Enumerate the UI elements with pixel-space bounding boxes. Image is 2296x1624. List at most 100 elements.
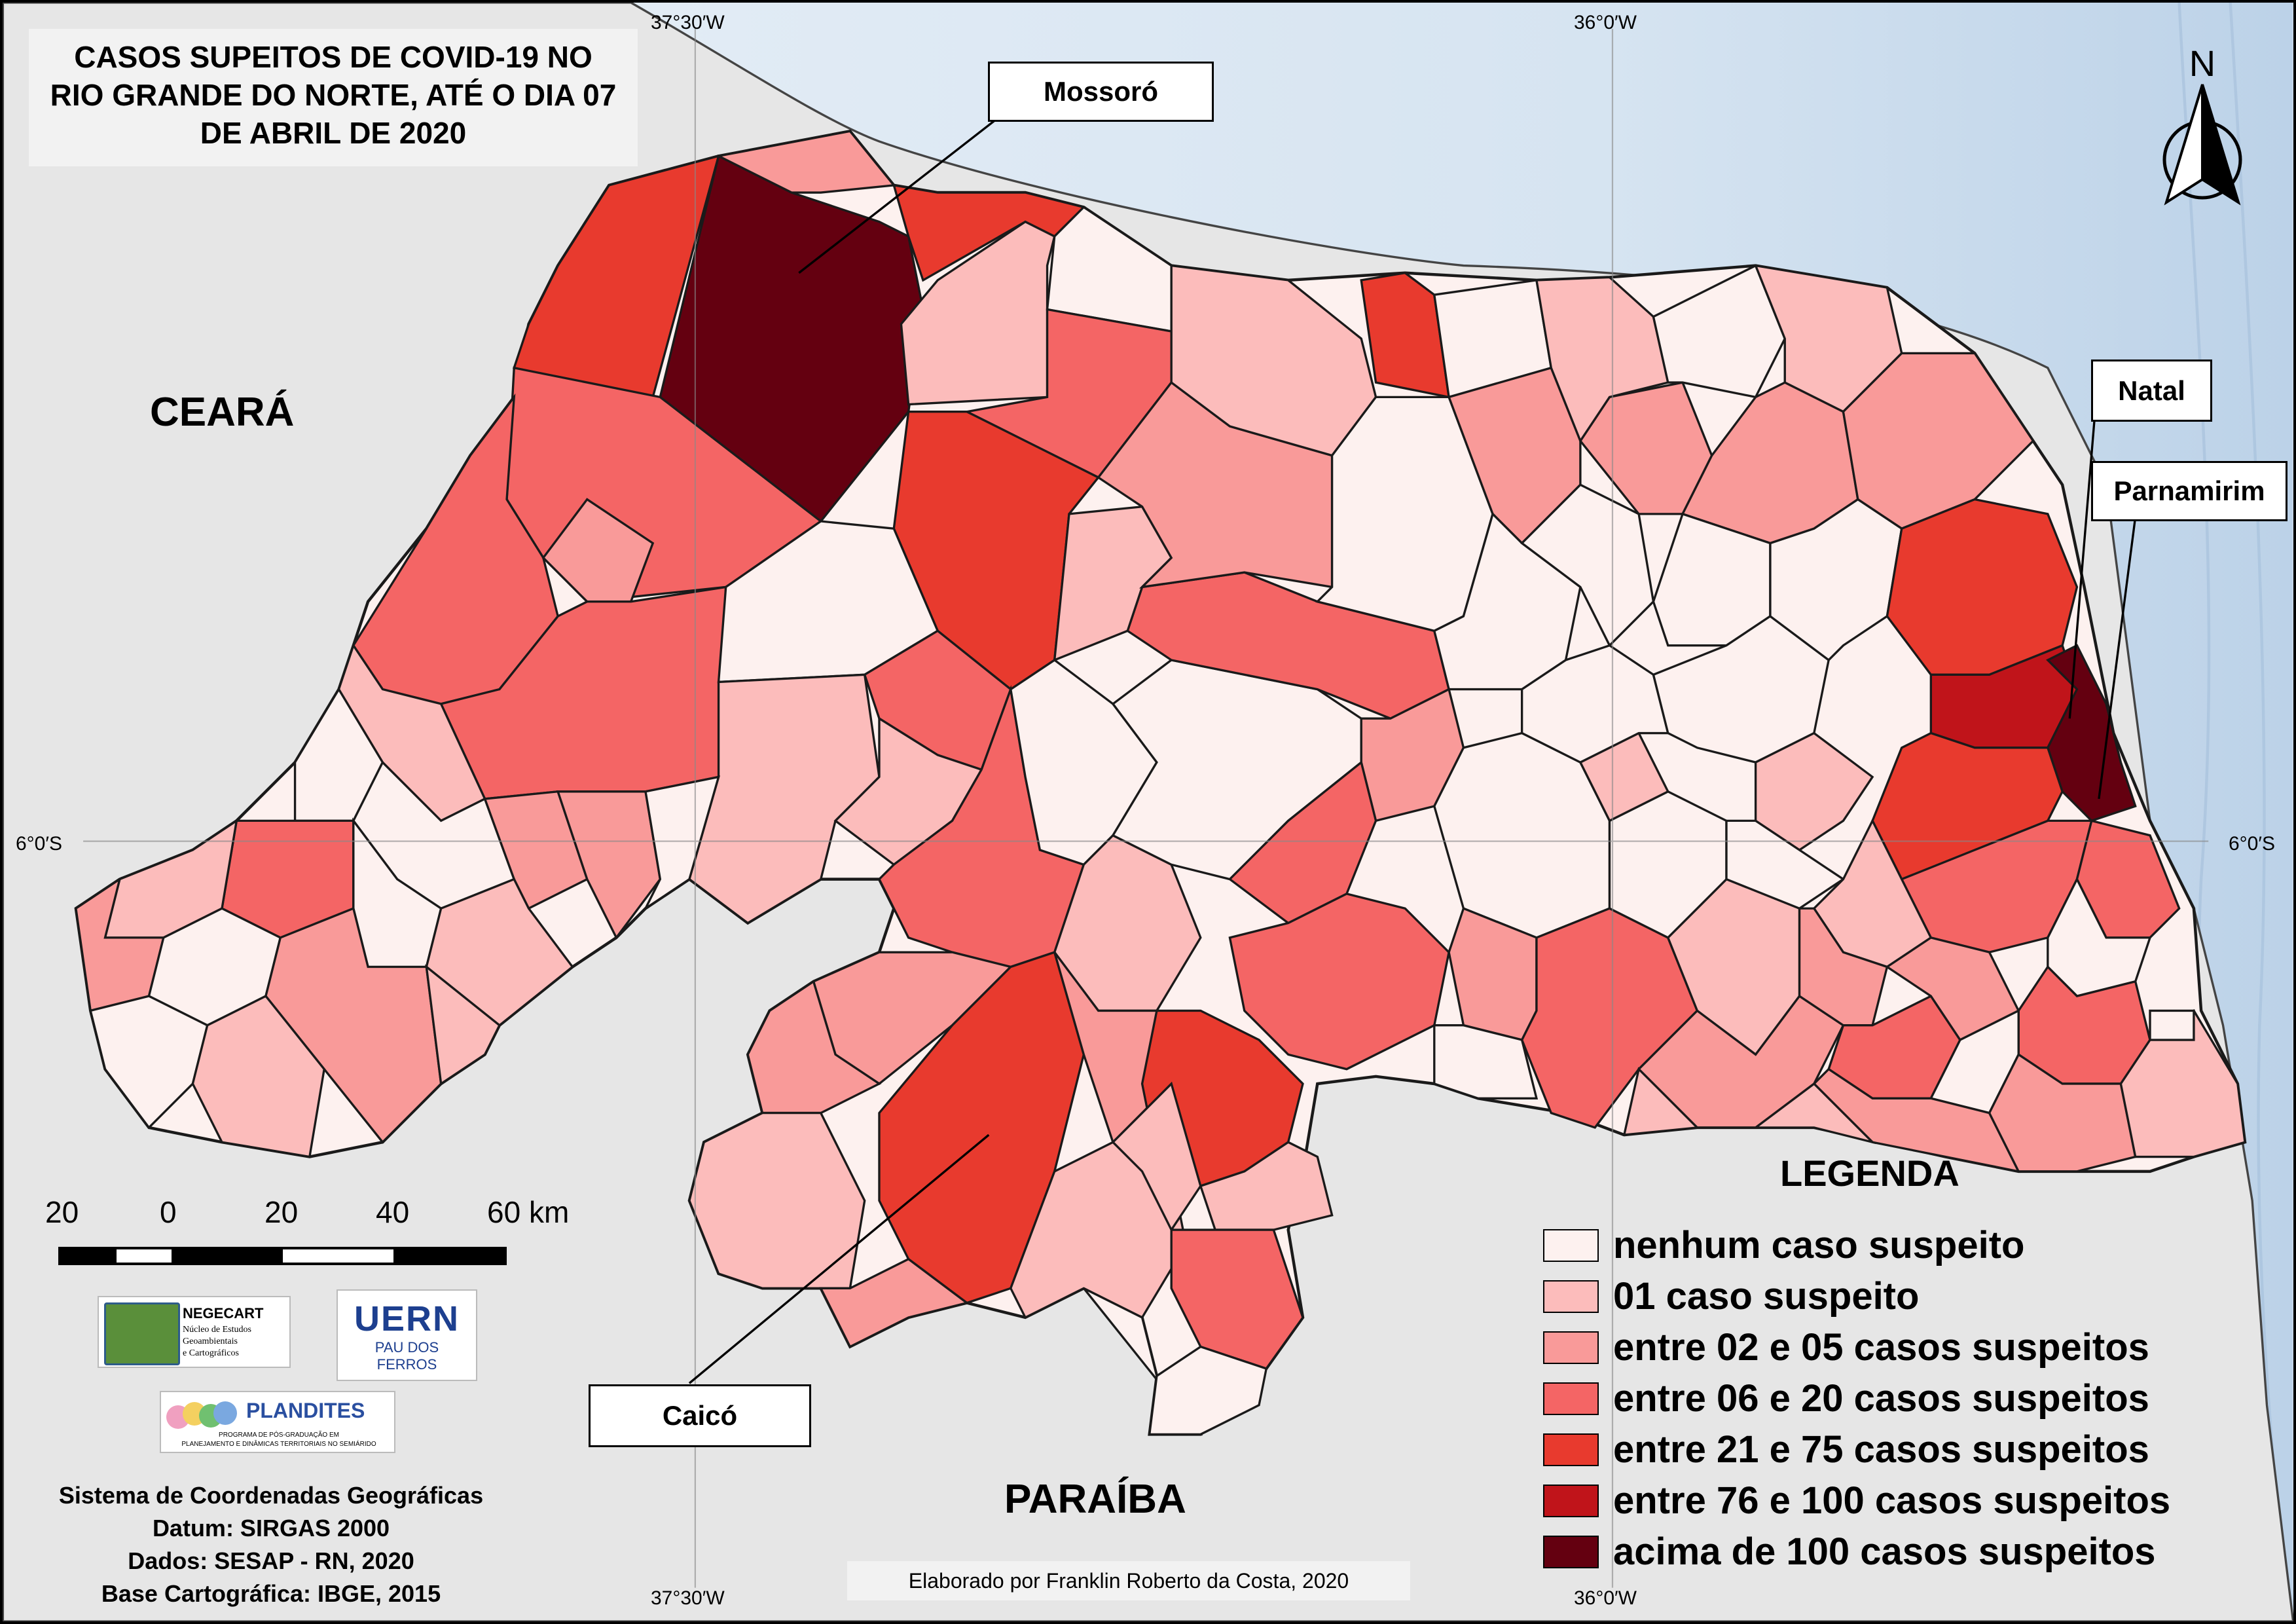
logo-uern: UERN PAU DOS FERROS	[337, 1289, 477, 1381]
legend-item: entre 76 e 100 casos suspeitos	[1535, 1478, 2274, 1524]
legend-label: acima de 100 casos suspeitos	[1613, 1530, 2156, 1573]
municipality	[1520, 644, 1669, 764]
coord-top-right: 36°0′W	[1574, 12, 1637, 33]
legend-item: 01 caso suspeito	[1535, 1274, 2274, 1320]
municipality	[2119, 1009, 2246, 1158]
north-arrow: N	[2143, 42, 2261, 206]
legend-label: entre 76 e 100 casos suspeitos	[1613, 1479, 2171, 1522]
metadata-line: Datum: SIRGAS 2000	[152, 1515, 390, 1541]
negecart-sub: Núcleo de Estudos	[183, 1325, 251, 1335]
legend-swatch	[1543, 1229, 1599, 1262]
legend-swatch	[1543, 1536, 1599, 1568]
municipality	[425, 964, 501, 1086]
municipality	[1228, 893, 1450, 1071]
map-svg	[3, 3, 2293, 1621]
negecart-sub: Geoambientais	[183, 1337, 238, 1346]
municipality	[541, 498, 655, 603]
municipality	[556, 790, 662, 940]
legend-label: entre 21 e 75 casos suspeitos	[1613, 1428, 2149, 1471]
legend-item: entre 21 e 75 casos suspeitos	[1535, 1427, 2274, 1473]
coord-bottom-left: 37°30′W	[651, 1587, 725, 1609]
negecart-sub: e Cartográficos	[183, 1348, 239, 1358]
tree-icon	[104, 1302, 180, 1365]
scale-label: 40	[376, 1195, 410, 1229]
credit-box: Elaborado por Franklin Roberto da Costa,…	[847, 1561, 1410, 1600]
legend: LEGENDA nenhum caso suspeito 01 caso susp…	[1522, 1152, 2274, 1597]
legend-swatch	[1543, 1485, 1599, 1517]
scale-label: 0	[160, 1195, 177, 1229]
municipality	[1798, 907, 1889, 1027]
legend-item: acima de 100 casos suspeitos	[1535, 1529, 2274, 1575]
metadata-line: Base Cartográfica: IBGE, 2015	[101, 1580, 441, 1607]
municipality	[1170, 1228, 1304, 1371]
legend-label: nenhum caso suspeito	[1613, 1224, 2025, 1266]
scale-bar: 20 0 20 40 60 km	[39, 1194, 569, 1280]
metadata-line: Sistema de Coordenadas Geográficas	[58, 1482, 484, 1509]
title-line: CASOS SUPEITOS DE COVID-19 NO	[74, 40, 592, 74]
coord-bottom-right: 36°0′W	[1574, 1587, 1637, 1609]
callout-natal: Natal	[2091, 360, 2212, 422]
municipality	[483, 790, 589, 910]
municipality	[2149, 1009, 2195, 1041]
legend-swatch	[1543, 1331, 1599, 1364]
graticule	[83, 29, 2209, 1588]
scale-label: 60 km	[487, 1195, 570, 1229]
municipality	[715, 130, 896, 194]
label-ceara: CEARÁ	[150, 390, 295, 435]
legend-swatch	[1543, 1433, 1599, 1466]
legend-label: 01 caso suspeito	[1613, 1275, 1920, 1318]
municipality	[1535, 276, 1669, 443]
legend-item: nenhum caso suspeito	[1535, 1223, 2274, 1268]
legend-swatch	[1543, 1382, 1599, 1415]
legend-title: LEGENDA	[1780, 1153, 1959, 1194]
title-line: RIO GRANDE DO NORTE, ATÉ O DIA 07	[50, 78, 617, 112]
municipality	[746, 980, 882, 1115]
plandites-sub: PROGRAMA DE PÓS-GRADUAÇÃO EM	[219, 1431, 339, 1439]
plandites-sub: PLANEJAMENTO E DINÂMICAS TERRITORIAIS NO…	[181, 1441, 376, 1448]
north-arrow-icon	[2162, 84, 2242, 206]
plandites-icon	[166, 1399, 238, 1431]
municipality	[642, 775, 720, 912]
metadata-line: Dados: SESAP - RN, 2020	[128, 1547, 414, 1574]
plandites-name: PLANDITES	[246, 1399, 365, 1422]
municipality-natal	[2046, 644, 2137, 822]
legend-item: entre 06 e 20 casos suspeitos	[1535, 1376, 2274, 1422]
logo-negecart: NEGECART Núcleo de Estudos Geoambientais…	[98, 1296, 291, 1368]
municipality	[191, 995, 325, 1158]
municipality	[1111, 1081, 1202, 1232]
logo-plandites: PLANDITES PROGRAMA DE PÓS-GRADUAÇÃO EM P…	[160, 1391, 395, 1453]
negecart-name: NEGECART	[183, 1305, 264, 1321]
municipality	[1433, 1024, 1539, 1099]
callout-caico: Caicó	[589, 1384, 811, 1447]
scale-label: 20	[45, 1195, 79, 1229]
callout-mossoro: Mossoró	[988, 62, 1214, 122]
legend-item: entre 02 e 05 casos suspeitos	[1535, 1325, 2274, 1371]
municipalities	[75, 130, 2246, 1436]
uern-sub: PAU DOS	[374, 1339, 439, 1356]
scale-label: 20	[264, 1195, 299, 1229]
municipality	[1886, 498, 2079, 676]
uern-sub: FERROS	[376, 1356, 437, 1373]
credit-text: Elaborado por Franklin Roberto da Costa,…	[908, 1569, 1349, 1593]
coord-right: 6°0′S	[2229, 833, 2276, 855]
municipality	[1622, 1067, 1700, 1136]
label-paraiba: PARAÍBA	[1004, 1477, 1186, 1522]
uern-name: UERN	[354, 1299, 460, 1338]
title-box: CASOS SUPEITOS DE COVID-19 NO RIO GRANDE…	[29, 29, 638, 166]
callout-parnamirim: Parnamirim	[2091, 461, 2287, 521]
title-line: DE ABRIL DE 2020	[200, 116, 467, 150]
north-label: N	[2189, 43, 2216, 84]
municipality	[1697, 1082, 1876, 1145]
coord-left: 6°0′S	[16, 833, 63, 855]
coord-top-left: 37°30′W	[651, 12, 725, 33]
legend-label: entre 06 e 20 casos suspeitos	[1613, 1377, 2149, 1420]
legend-label: entre 02 e 05 casos suspeitos	[1613, 1326, 2149, 1369]
metadata: Sistema de Coordenadas Geográficas Datum…	[29, 1479, 513, 1610]
municipality	[1769, 498, 1903, 662]
scale-bar-graphic	[58, 1247, 507, 1265]
municipality	[1148, 1345, 1268, 1436]
municipality	[819, 1257, 970, 1348]
legend-swatch	[1543, 1280, 1599, 1313]
callout-lines	[688, 119, 2137, 1384]
